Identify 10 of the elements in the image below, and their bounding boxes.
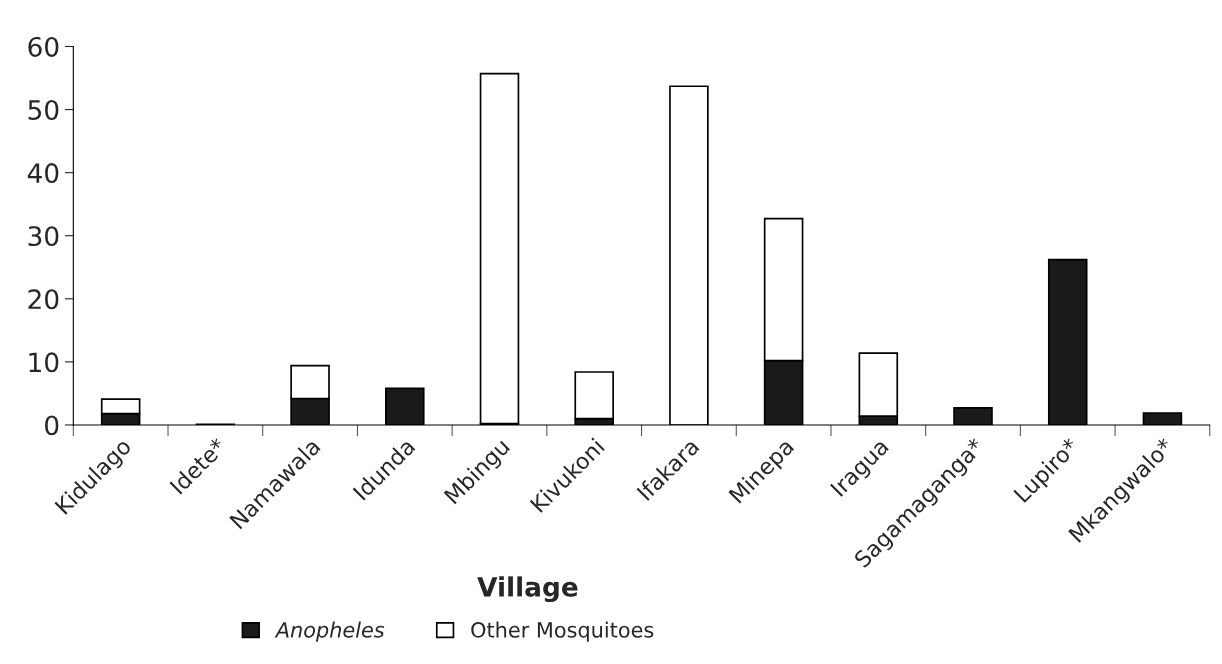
y-tick-label: 60 — [28, 36, 59, 57]
y-tick-label: 40 — [27, 163, 59, 184]
legend-label: Anopheles — [274, 621, 385, 642]
y-tick-label: 0 — [45, 415, 59, 436]
y-tick-label: 20 — [28, 289, 59, 310]
y-tick-label: 30 — [28, 226, 59, 247]
y-tick-label: 10 — [29, 352, 59, 373]
y-tick-label: 50 — [28, 100, 59, 120]
legend-label: Other Mosquitoes — [471, 621, 654, 642]
x-axis-title: Village — [477, 576, 578, 603]
